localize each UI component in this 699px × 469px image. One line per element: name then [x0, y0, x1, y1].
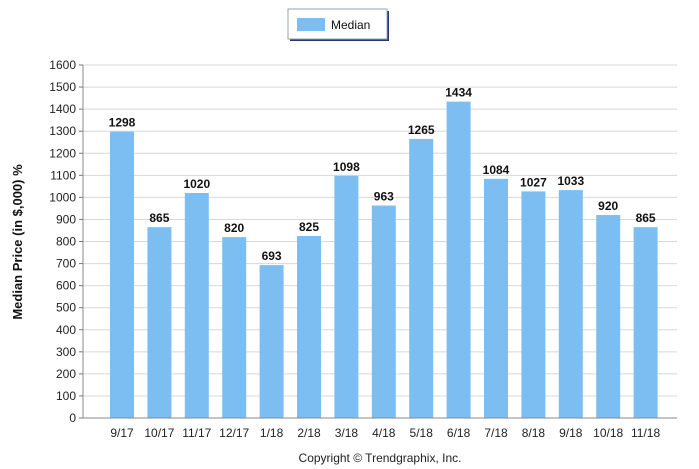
x-tick-label: 9/18 — [559, 426, 583, 440]
y-axis-title: Median Price (in $,000) % — [10, 164, 25, 320]
legend: Median — [287, 8, 389, 41]
y-tick-label: 0 — [69, 411, 76, 425]
bar — [633, 227, 658, 418]
data-label: 1084 — [483, 163, 510, 177]
data-label: 1020 — [183, 177, 210, 191]
bar — [334, 175, 359, 418]
copyright-footer: Copyright © Trendgraphix, Inc. — [299, 451, 462, 465]
bar — [446, 101, 471, 418]
bar — [110, 131, 134, 418]
data-label: 1265 — [408, 123, 435, 137]
x-tick-label: 10/17 — [144, 426, 174, 440]
x-tick-label: 1/18 — [260, 426, 284, 440]
bar — [184, 192, 209, 418]
x-tick-label: 9/17 — [110, 426, 134, 440]
data-label: 1033 — [557, 174, 584, 188]
data-label: 1098 — [333, 160, 360, 174]
y-tick-label: 1200 — [49, 146, 76, 160]
bar — [484, 178, 508, 418]
data-label: 820 — [224, 221, 244, 235]
data-label: 1434 — [445, 86, 472, 100]
y-tick-label: 1000 — [49, 190, 76, 204]
bar — [259, 265, 284, 418]
bar — [297, 235, 321, 418]
legend-label: Median — [331, 18, 370, 32]
data-label: 693 — [262, 249, 282, 263]
x-tick-label: 3/18 — [335, 426, 359, 440]
bar — [222, 237, 247, 418]
bar — [147, 227, 172, 418]
y-tick-label: 1600 — [49, 58, 76, 72]
y-tick-label: 400 — [56, 323, 76, 337]
bars — [110, 101, 658, 419]
bar — [596, 215, 621, 418]
data-label: 825 — [299, 220, 319, 234]
x-tick-label: 5/18 — [410, 426, 434, 440]
x-tick-label: 8/18 — [522, 426, 546, 440]
y-tick-label: 1300 — [49, 124, 76, 138]
data-labels: 1298 865 1020 820 693 825 1098 963 1265 1434 1084 1… — [109, 86, 656, 263]
x-tick-label: 10/18 — [593, 426, 623, 440]
data-label: 1298 — [109, 116, 136, 130]
y-tick-label: 700 — [56, 257, 76, 271]
x-tick-label: 11/18 — [631, 426, 660, 440]
x-tick-label: 6/18 — [447, 426, 471, 440]
data-label: 963 — [374, 190, 394, 204]
y-tick-label: 600 — [56, 279, 76, 293]
legend-swatch — [297, 18, 325, 31]
y-tick-label: 1100 — [50, 168, 76, 182]
data-label: 865 — [149, 211, 169, 225]
x-tick-label: 11/17 — [182, 426, 211, 440]
y-tick-label: 300 — [56, 345, 76, 359]
y-tick-label: 900 — [56, 212, 76, 226]
bar — [521, 191, 546, 418]
axes: 0 100 200 300 400 500 600 700 800 900 1000 1100 1200… — [49, 58, 677, 440]
y-tick-label: 100 — [56, 389, 76, 403]
data-label: 1027 — [520, 175, 547, 189]
bar — [558, 190, 583, 418]
y-tick-label: 200 — [56, 367, 76, 381]
y-tick-label: 800 — [56, 235, 76, 249]
bar — [371, 205, 396, 418]
x-tick-label: 4/18 — [372, 426, 396, 440]
x-tick-label: 2/18 — [297, 426, 321, 440]
x-tick-label: 12/17 — [219, 426, 249, 440]
data-label: 865 — [636, 211, 656, 225]
bar — [409, 138, 434, 419]
y-tick-label: 1500 — [49, 80, 76, 94]
data-label: 920 — [598, 199, 618, 213]
y-tick-label: 500 — [56, 301, 76, 315]
y-tick-label: 1400 — [49, 102, 76, 116]
x-tick-label: 7/18 — [484, 426, 508, 440]
